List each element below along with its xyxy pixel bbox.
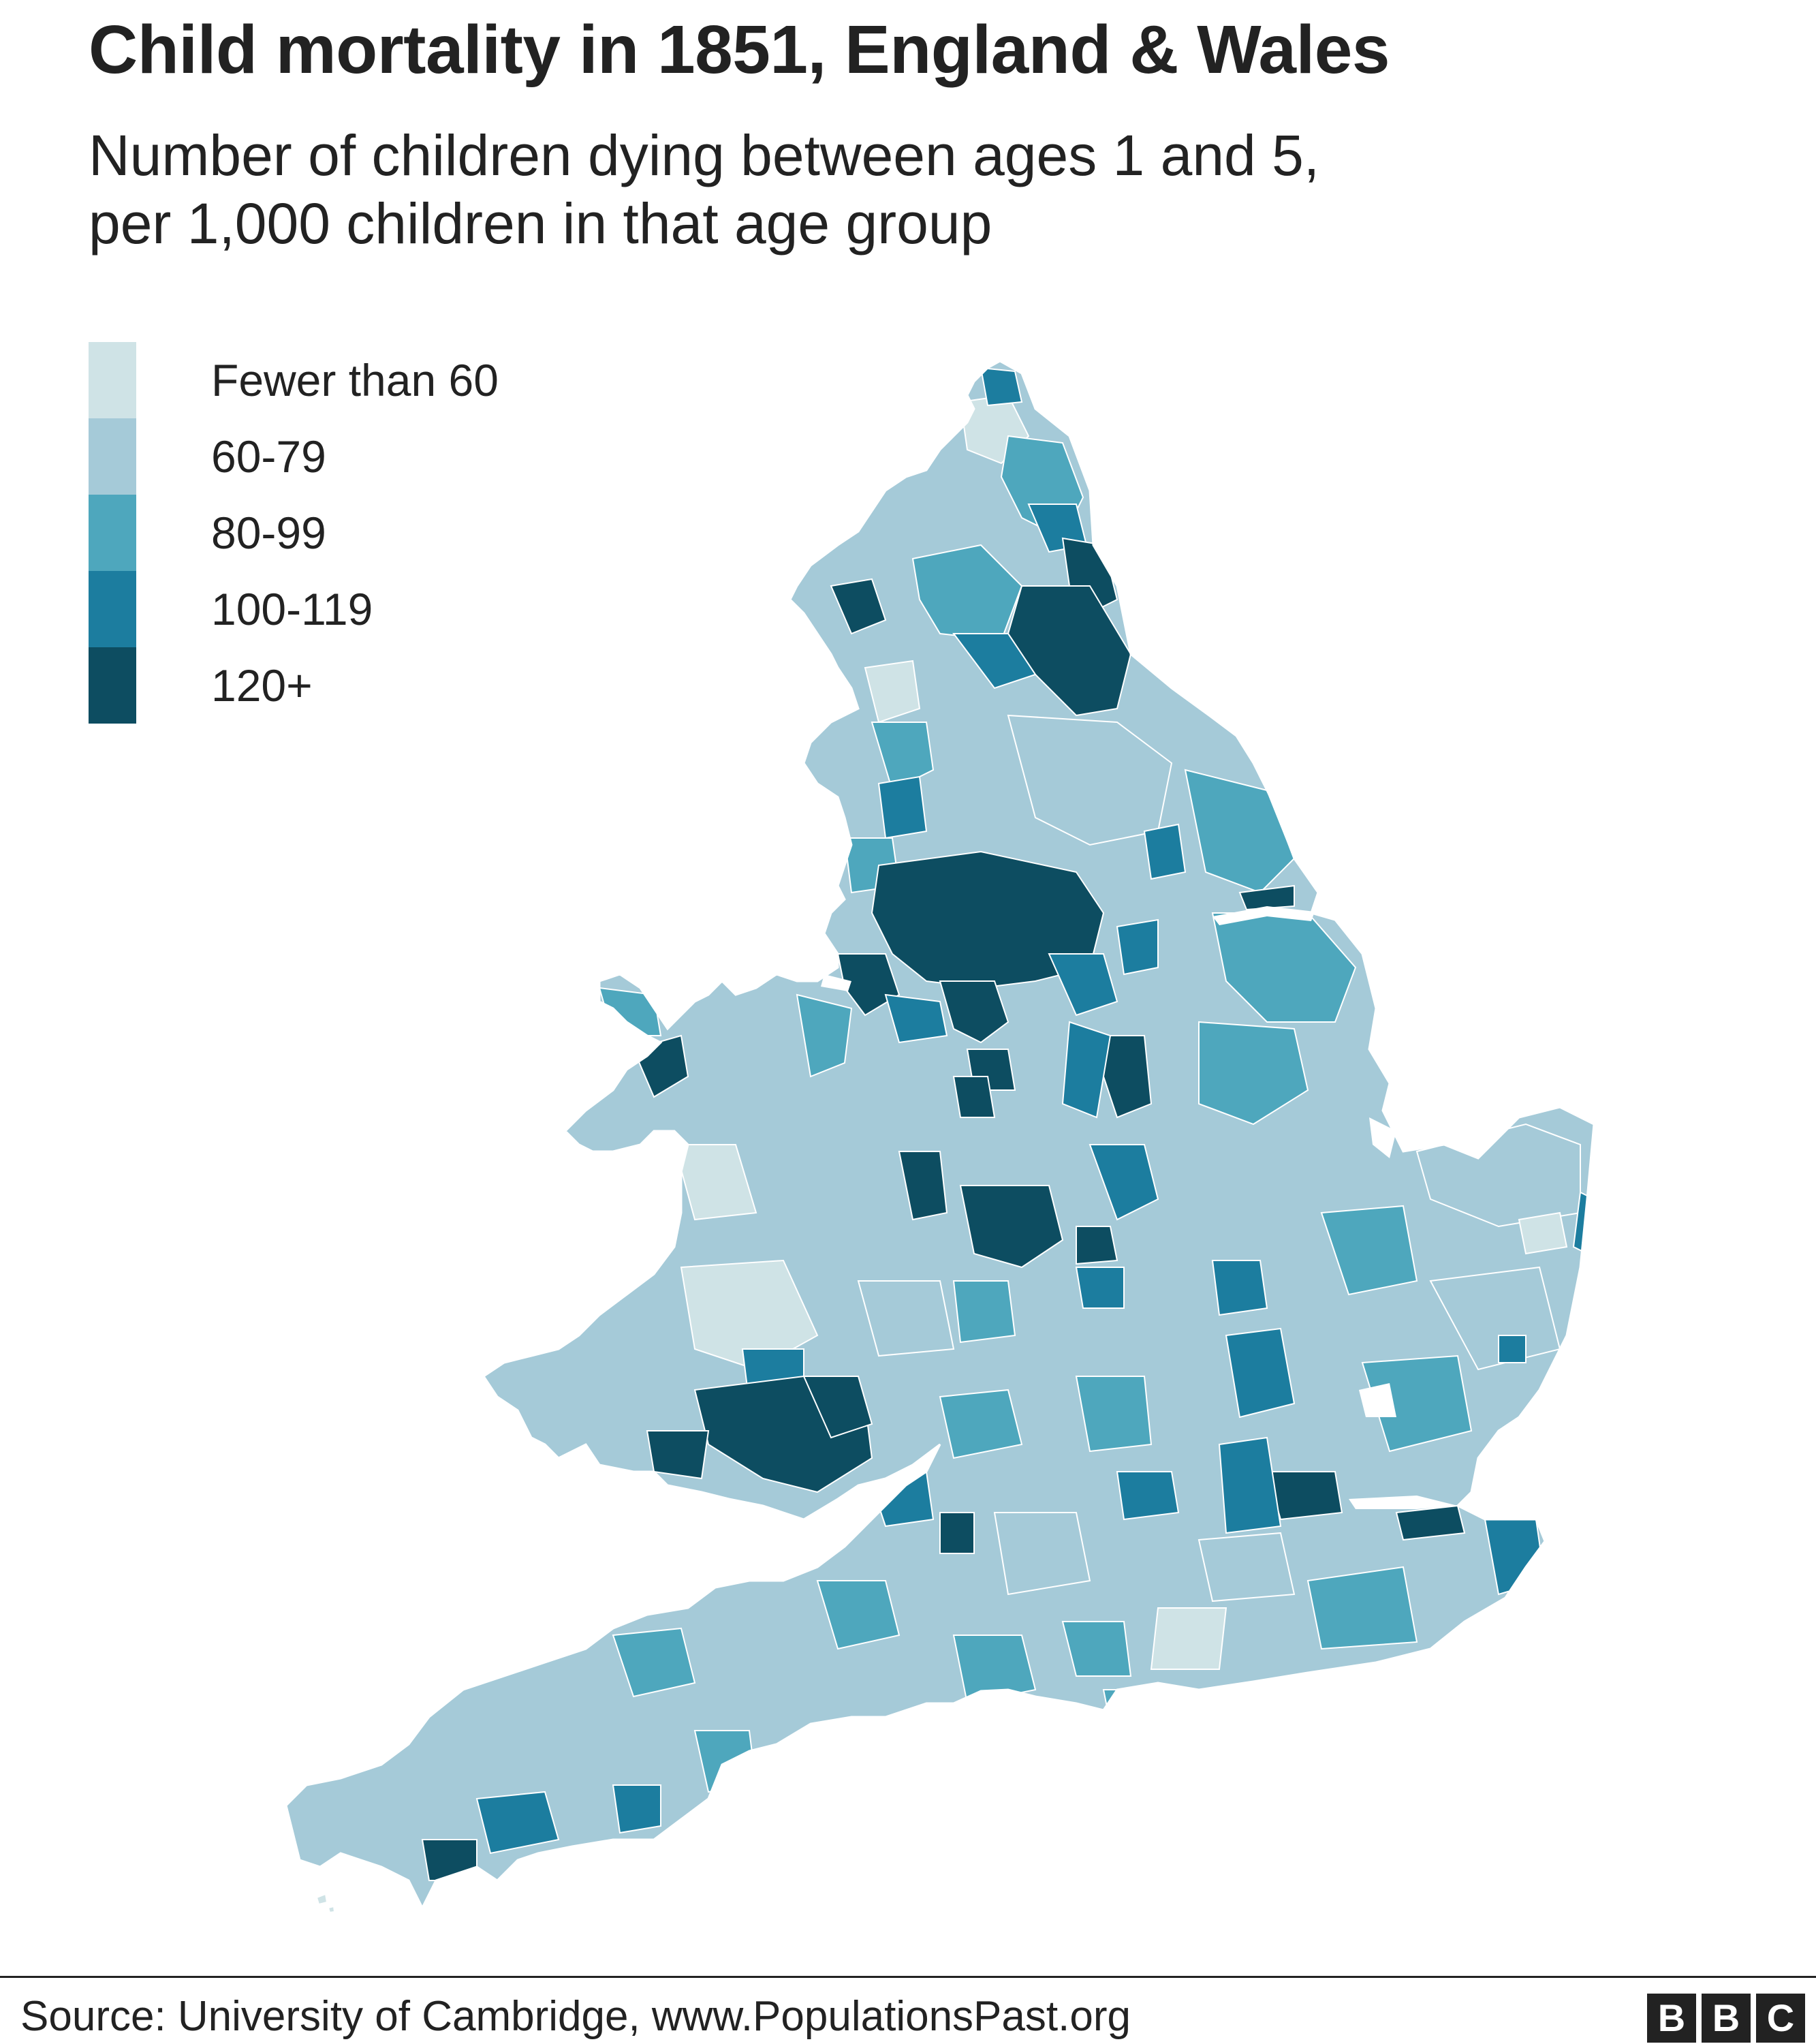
- legend-swatch-120-plus: [89, 647, 136, 724]
- bbc-logo-letter-b1: B: [1647, 1994, 1696, 2043]
- footer-divider: [0, 1976, 1816, 1978]
- humber-estuary: [1212, 906, 1315, 925]
- region-carlisle: [830, 578, 887, 635]
- region-penrith: [864, 660, 921, 724]
- region-shropshire: [898, 1151, 948, 1221]
- region-anglesey: [598, 987, 662, 1036]
- region-hull: [1238, 884, 1295, 911]
- region-somerset: [816, 1580, 901, 1650]
- region-wales-mid-pale: [673, 1144, 757, 1221]
- landmass-outline: [285, 360, 1595, 1910]
- legend-item-80-99: 80-99: [89, 495, 499, 571]
- bbc-logo-letter-b2: B: [1702, 1994, 1751, 2043]
- region-birmingham: [959, 1185, 1064, 1269]
- subtitle-line-1: Number of children dying between ages 1 …: [89, 123, 1320, 187]
- region-west-riding-industrial: [871, 850, 1105, 989]
- region-york: [1143, 823, 1187, 880]
- region-wiltshire: [993, 1512, 1091, 1596]
- region-berwick: [980, 367, 1023, 407]
- region-dorset: [952, 1635, 1037, 1705]
- source-credit: Source: University of Cambridge, www.Pop…: [20, 1993, 1131, 2040]
- lake-rutland: [1359, 1383, 1396, 1417]
- region-sussex-east: [1306, 1566, 1418, 1650]
- region-sheffield: [1048, 953, 1118, 1017]
- mersey-dee-estuary: [821, 974, 851, 991]
- region-wales-north-east: [796, 993, 853, 1078]
- legend-label-80-99: 80-99: [211, 508, 326, 558]
- legend-swatch-100-119: [89, 571, 136, 647]
- region-cumberland-west: [769, 639, 826, 717]
- chart-title: Child mortality in 1851, England & Wales: [89, 12, 1390, 88]
- region-norwich-pale: [1518, 1211, 1568, 1255]
- region-essex: [1361, 1354, 1473, 1453]
- chart-subtitle: Number of children dying between ages 1 …: [89, 121, 1319, 258]
- region-leicester: [1089, 1144, 1159, 1221]
- region-bedford: [1211, 1260, 1268, 1316]
- region-worcester: [952, 1280, 1016, 1344]
- region-derby: [1061, 1021, 1112, 1119]
- region-wolverhampton: [952, 1076, 996, 1118]
- region-sussex-coast: [1150, 1607, 1227, 1670]
- region-surrey: [1197, 1532, 1296, 1602]
- region-furness: [877, 775, 928, 839]
- region-hertford: [1225, 1327, 1296, 1419]
- region-devon-north: [612, 1627, 696, 1698]
- region-herefordshire: [857, 1280, 955, 1357]
- region-east-riding: [1184, 769, 1296, 894]
- region-coventry: [1076, 1226, 1118, 1265]
- region-cornwall-west: [421, 1839, 478, 1881]
- map-regions: [285, 360, 1595, 1914]
- region-monmouth: [802, 1376, 873, 1439]
- region-weardale: [952, 633, 1037, 690]
- region-bath: [939, 1512, 975, 1554]
- thames-estuary: [1349, 1496, 1458, 1509]
- region-ipswich: [1498, 1335, 1527, 1363]
- region-hampshire: [1061, 1621, 1132, 1677]
- region-lincolnshire-south: [1198, 1021, 1309, 1126]
- legend-label-60-79: 60-79: [211, 431, 326, 482]
- legend-label-120-plus: 120+: [211, 660, 313, 711]
- region-reading: [1116, 1471, 1180, 1521]
- region-plymouth: [612, 1784, 661, 1834]
- region-kent-north: [1395, 1504, 1466, 1541]
- isles-of-scilly: [315, 1893, 336, 1914]
- legend-label-under-60: Fewer than 60: [211, 355, 499, 405]
- region-cambridge: [1320, 1205, 1418, 1296]
- region-northampton: [1075, 1267, 1125, 1309]
- region-swansea: [646, 1430, 710, 1480]
- region-gloucester: [939, 1389, 1023, 1459]
- legend-item-under-60: Fewer than 60: [89, 342, 499, 418]
- legend-item-120-plus: 120+: [89, 647, 499, 724]
- region-whitehaven: [748, 680, 805, 737]
- legend-item-100-119: 100-119: [89, 571, 499, 647]
- legend-swatch-under-60: [89, 342, 136, 418]
- region-cheshire-east: [884, 993, 948, 1044]
- map-legend: Fewer than 60 60-79 80-99 100-119 120+: [89, 342, 499, 724]
- legend-item-60-79: 60-79: [89, 418, 499, 495]
- wash-bay: [1369, 1117, 1396, 1158]
- region-doncaster: [1116, 918, 1159, 976]
- region-manchester: [939, 980, 1009, 1044]
- region-cornwall-mid: [475, 1791, 560, 1855]
- region-oxford: [1075, 1376, 1153, 1453]
- bbc-logo: B B C: [1647, 1994, 1805, 2043]
- legend-swatch-60-79: [89, 418, 136, 495]
- subtitle-line-2: per 1,000 children in that age group: [89, 191, 992, 256]
- legend-swatch-80-99: [89, 495, 136, 571]
- region-isle-of-wight: [1102, 1689, 1159, 1724]
- legend-label-100-119: 100-119: [211, 584, 373, 634]
- region-london-ring: [1218, 1436, 1282, 1534]
- region-kendal: [871, 722, 935, 792]
- bbc-logo-letter-c: C: [1756, 1994, 1805, 2043]
